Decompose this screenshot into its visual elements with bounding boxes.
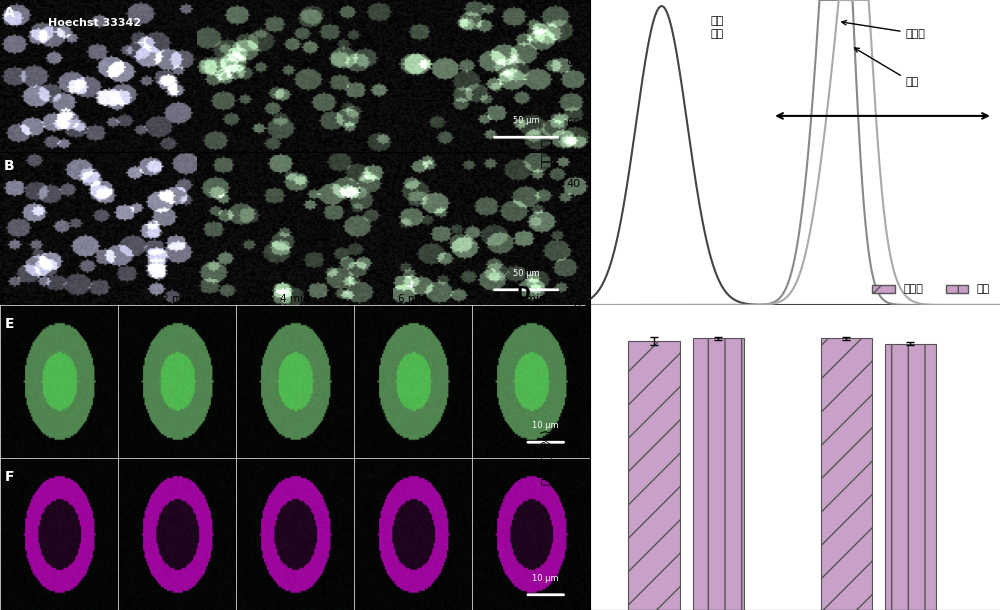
Text: 50 μm: 50 μm — [513, 268, 539, 278]
Text: Hoechst 33342: Hoechst 33342 — [48, 18, 142, 28]
Text: 荧光球: 荧光球 — [842, 21, 925, 38]
Text: 染料: 染料 — [854, 48, 919, 87]
Y-axis label: 细胞数量: 细胞数量 — [541, 137, 554, 168]
Text: 空白: 空白 — [711, 29, 724, 38]
Text: 10 μm: 10 μm — [532, 421, 559, 430]
Text: E: E — [5, 317, 14, 331]
Text: F: F — [5, 470, 14, 484]
Title: 2 min: 2 min — [162, 294, 192, 304]
Title: 0 min: 0 min — [44, 294, 74, 304]
Text: B: B — [4, 159, 15, 173]
Text: 空白: 空白 — [711, 16, 724, 26]
Text: A: A — [4, 6, 15, 20]
Bar — [821, 339, 872, 610]
Legend: 荧光球, 染料: 荧光球, 染料 — [868, 280, 994, 299]
Bar — [692, 339, 744, 610]
Text: 50 μm: 50 μm — [513, 116, 539, 125]
Text: 10 μm: 10 μm — [532, 573, 559, 583]
Y-axis label: 标记效率 (%): 标记效率 (%) — [541, 429, 554, 486]
Bar — [628, 341, 680, 610]
X-axis label: 荧光强度: 荧光强度 — [780, 337, 810, 350]
Text: D: D — [516, 285, 530, 303]
Bar — [885, 344, 936, 610]
Title: 6 min: 6 min — [398, 294, 428, 304]
Title: 8 min: 8 min — [516, 294, 546, 304]
Title: 4 min: 4 min — [280, 294, 310, 304]
